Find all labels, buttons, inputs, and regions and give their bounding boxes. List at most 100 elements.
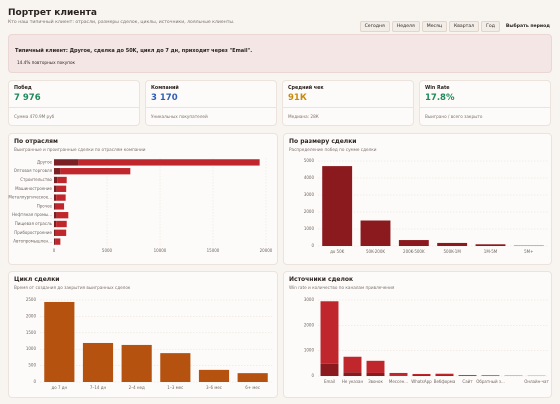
y-tick-label: 1000 bbox=[304, 348, 315, 353]
y-tick-label: 0 bbox=[311, 373, 314, 378]
bar bbox=[322, 166, 353, 246]
kpi-label: Win Rate bbox=[425, 86, 450, 91]
bar bbox=[475, 244, 506, 246]
x-tick-label: до 50K bbox=[330, 249, 345, 254]
bar bbox=[437, 242, 468, 246]
x-tick-label: Мессен... bbox=[389, 379, 408, 384]
y-tick-label: 1000 bbox=[304, 226, 315, 231]
kpi-value: 3 170 bbox=[151, 93, 178, 103]
y-tick-label: 1000 bbox=[26, 346, 37, 351]
bar bbox=[389, 372, 408, 376]
bar bbox=[121, 344, 152, 382]
kpi-note: Медиана: 28К bbox=[288, 114, 319, 119]
banner: Типичный клиент: Другое, сделка до 50K, … bbox=[8, 34, 552, 73]
custom-period-button[interactable]: Выбрать период bbox=[505, 24, 550, 29]
y-tick-label: 1500 bbox=[26, 330, 37, 335]
y-tick-label: Другое bbox=[37, 159, 53, 164]
x-tick-label: Сайт bbox=[462, 379, 473, 384]
kpi-note: Уникальных покупателей bbox=[151, 114, 208, 119]
y-tick-label: Приборостроение bbox=[14, 230, 52, 235]
y-tick-label: 2000 bbox=[304, 209, 315, 214]
x-tick-label: 20000 bbox=[260, 248, 273, 253]
bar bbox=[54, 220, 57, 228]
bar bbox=[56, 194, 66, 201]
period-button[interactable]: Сегодня bbox=[359, 21, 390, 32]
x-tick-label: Не указан bbox=[342, 379, 364, 384]
bar bbox=[343, 372, 362, 376]
chart-title: Источники сделок bbox=[289, 276, 354, 283]
bar bbox=[82, 342, 114, 382]
y-tick-label: Строительство bbox=[20, 177, 52, 182]
kpi-card: Компаний 3 170 Уникальных покупателей bbox=[145, 80, 277, 126]
y-tick-label: 3000 bbox=[304, 297, 315, 302]
y-tick-label: 2500 bbox=[26, 297, 37, 302]
period-button[interactable]: Неделя bbox=[391, 21, 420, 32]
bar bbox=[56, 185, 67, 192]
x-tick-label: Вебформа bbox=[434, 379, 456, 384]
x-tick-label: 10000 bbox=[154, 248, 167, 253]
y-tick-label: Автопромышлен... bbox=[13, 239, 52, 244]
bar bbox=[54, 185, 57, 192]
y-tick-label: Машиностроение bbox=[15, 186, 52, 191]
chart-subtitle: Выигранные и проигранные сделки по отрас… bbox=[14, 147, 146, 152]
period-button[interactable]: Месяц bbox=[421, 21, 447, 32]
bar bbox=[320, 301, 339, 364]
period-button[interactable]: Квартал bbox=[448, 21, 480, 32]
bar bbox=[320, 363, 339, 376]
kpi-divider bbox=[146, 107, 276, 108]
x-tick-label: 2–4 нед bbox=[129, 385, 145, 390]
chart-subtitle: Распределение побед по сумме сделки bbox=[289, 147, 377, 152]
bar bbox=[56, 220, 67, 228]
x-tick-label: WhatsApp bbox=[411, 379, 432, 384]
y-tick-label: 500 bbox=[28, 363, 36, 368]
kpi-value: 7 976 bbox=[14, 93, 41, 103]
x-tick-label: 15000 bbox=[207, 248, 220, 253]
x-tick-label: 3–6 мес bbox=[206, 385, 222, 390]
kpi-card: Побед 7 976 Сумма 470.9М руб bbox=[8, 80, 140, 126]
chart-subtitle: Win rate и количество по каналам привлеч… bbox=[289, 285, 395, 290]
bar bbox=[54, 212, 57, 219]
chart-panel: По отраслям Выигранные и проигранные сдел… bbox=[8, 133, 278, 265]
bar bbox=[54, 203, 56, 210]
bar bbox=[481, 375, 500, 376]
kpi-card: Средний чек 91К Медиана: 28К bbox=[282, 80, 414, 126]
x-tick-label: Звонок bbox=[368, 379, 383, 384]
y-tick-label: Пищевая отрасль bbox=[15, 221, 53, 226]
kpi-label: Компаний bbox=[151, 86, 179, 91]
y-tick-label: Нефтяная промы... bbox=[12, 212, 52, 217]
bar bbox=[57, 176, 67, 184]
x-tick-label: 7–14 дн bbox=[90, 385, 107, 390]
x-tick-label: 5M+ bbox=[524, 249, 533, 254]
bar bbox=[56, 212, 69, 219]
chart-title: Цикл сделки bbox=[14, 276, 60, 283]
bar bbox=[343, 356, 362, 373]
bar bbox=[412, 373, 431, 376]
bar bbox=[54, 229, 56, 236]
kpi-label: Побед bbox=[14, 86, 32, 91]
y-tick-label: Оптовая торговля bbox=[14, 168, 53, 173]
y-tick-label: 2000 bbox=[304, 322, 315, 327]
bar bbox=[198, 369, 230, 382]
y-tick-label: Прочее bbox=[37, 203, 53, 208]
y-tick-label: Металлургическое... bbox=[8, 195, 52, 200]
y-tick-label: 0 bbox=[311, 243, 314, 248]
bar bbox=[55, 229, 67, 236]
period-button[interactable]: Год bbox=[481, 21, 500, 32]
bar bbox=[389, 375, 408, 376]
page-title: Портрет клиента bbox=[8, 8, 97, 18]
bar bbox=[55, 238, 61, 245]
kpi-divider bbox=[283, 107, 413, 108]
bar bbox=[398, 240, 429, 246]
x-tick-label: 1M-5M bbox=[484, 249, 498, 254]
chart-title: По отраслям bbox=[14, 138, 58, 145]
bar bbox=[54, 159, 79, 166]
y-tick-label: 3000 bbox=[304, 192, 315, 197]
x-tick-label: до 7 дн bbox=[51, 385, 67, 390]
bar bbox=[54, 194, 57, 201]
bar bbox=[237, 373, 268, 382]
bar bbox=[44, 301, 75, 382]
bar bbox=[54, 168, 61, 175]
bar bbox=[458, 374, 477, 376]
